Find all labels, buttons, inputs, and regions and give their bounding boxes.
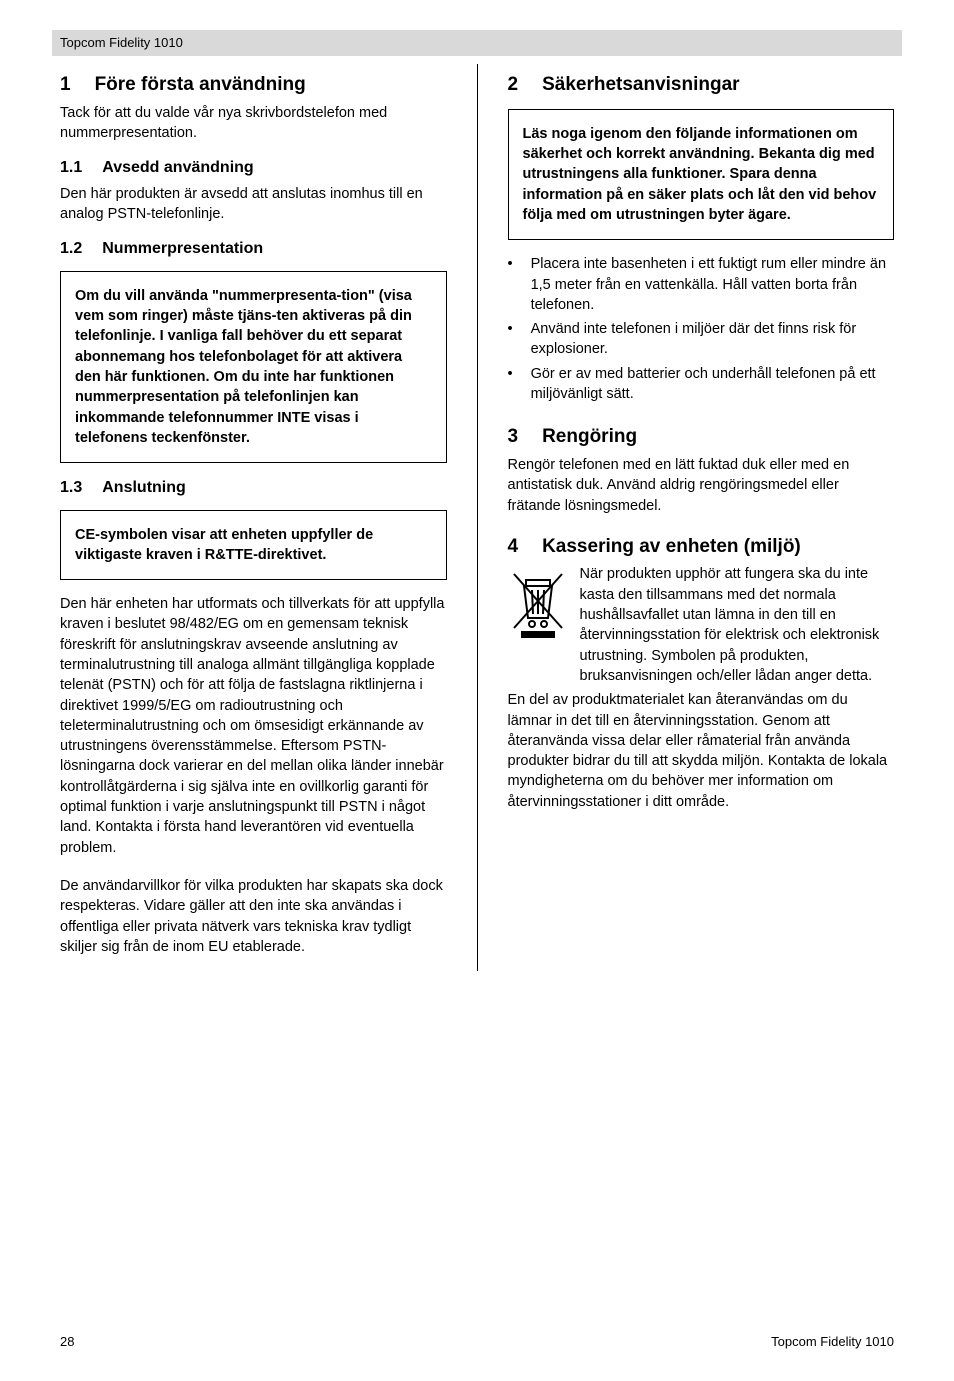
heading-text: Kassering av enheten (miljö) (542, 534, 801, 561)
section-1-2-heading: 1.2 Nummerpresentation (60, 238, 447, 260)
heading-number: 4 (508, 534, 519, 561)
section-3-heading: 3 Rengöring (508, 424, 895, 451)
section-1-3-paragraph-2: De användarvillkor för vilka produkten h… (60, 876, 447, 957)
section-2-callout-box: Läs noga igenom den följande information… (508, 109, 895, 240)
heading-number: 3 (508, 424, 519, 451)
weee-bin-icon (508, 564, 568, 646)
heading-text: Före första användning (95, 72, 306, 99)
column-divider (477, 64, 478, 971)
bullet-icon: • (508, 319, 513, 360)
heading-text: Anslutning (102, 477, 186, 499)
section-4-icon-paragraph: När produkten upphör att fungera ska du … (508, 564, 895, 690)
section-1-3-heading: 1.3 Anslutning (60, 477, 447, 499)
section-1-1-body: Den här produkten är avsedd att anslutas… (60, 184, 447, 225)
section-2-bullet-list: • Placera inte basenheten i ett fuktigt … (508, 254, 895, 404)
heading-text: Nummerpresentation (102, 238, 263, 260)
heading-text: Säkerhetsanvisningar (542, 72, 739, 99)
section-1-3-paragraph-1: Den här enheten har utformats och tillve… (60, 594, 447, 858)
section-1-3-callout-box: CE-symbolen visar att enheten uppfyller … (60, 510, 447, 581)
list-item: • Placera inte basenheten i ett fuktigt … (508, 254, 895, 315)
page-number: 28 (60, 1333, 74, 1351)
right-column: 2 Säkerhetsanvisningar Läs noga igenom d… (508, 64, 895, 971)
section-4-paragraph-2: En del av produktmaterialet kan återanvä… (508, 690, 895, 812)
list-item-text: Använd inte telefonen i miljöer där det … (531, 319, 894, 360)
two-column-layout: 1 Före första användning Tack för att du… (60, 64, 894, 971)
list-item: • Gör er av med batterier och underhåll … (508, 364, 895, 405)
section-4-paragraph-1: När produkten upphör att fungera ska du … (580, 564, 895, 686)
bullet-icon: • (508, 254, 513, 315)
list-item-text: Gör er av med batterier och underhåll te… (531, 364, 894, 405)
page-footer: 28 Topcom Fidelity 1010 (60, 1333, 894, 1351)
list-item: • Använd inte telefonen i miljöer där de… (508, 319, 895, 360)
section-4-heading: 4 Kassering av enheten (miljö) (508, 534, 895, 561)
heading-number: 1 (60, 72, 71, 99)
heading-number: 1.2 (60, 238, 82, 260)
section-1-1-heading: 1.1 Avsedd användning (60, 157, 447, 179)
page-header: Topcom Fidelity 1010 (52, 30, 902, 56)
section-3-body: Rengör telefonen med en lätt fuktad duk … (508, 455, 895, 516)
section-2-heading: 2 Säkerhetsanvisningar (508, 72, 895, 99)
section-1-intro: Tack för att du valde vår nya skrivbords… (60, 103, 447, 144)
list-item-text: Placera inte basenheten i ett fuktigt ru… (531, 254, 894, 315)
heading-text: Rengöring (542, 424, 637, 451)
section-1-2-callout-box: Om du vill använda "nummerpresenta-tion"… (60, 271, 447, 463)
left-column: 1 Före första användning Tack för att du… (60, 64, 447, 971)
heading-number: 1.3 (60, 477, 82, 499)
heading-text: Avsedd användning (102, 157, 253, 179)
footer-title: Topcom Fidelity 1010 (771, 1333, 894, 1351)
bullet-icon: • (508, 364, 513, 405)
section-1-heading: 1 Före första användning (60, 72, 447, 99)
heading-number: 1.1 (60, 157, 82, 179)
heading-number: 2 (508, 72, 519, 99)
